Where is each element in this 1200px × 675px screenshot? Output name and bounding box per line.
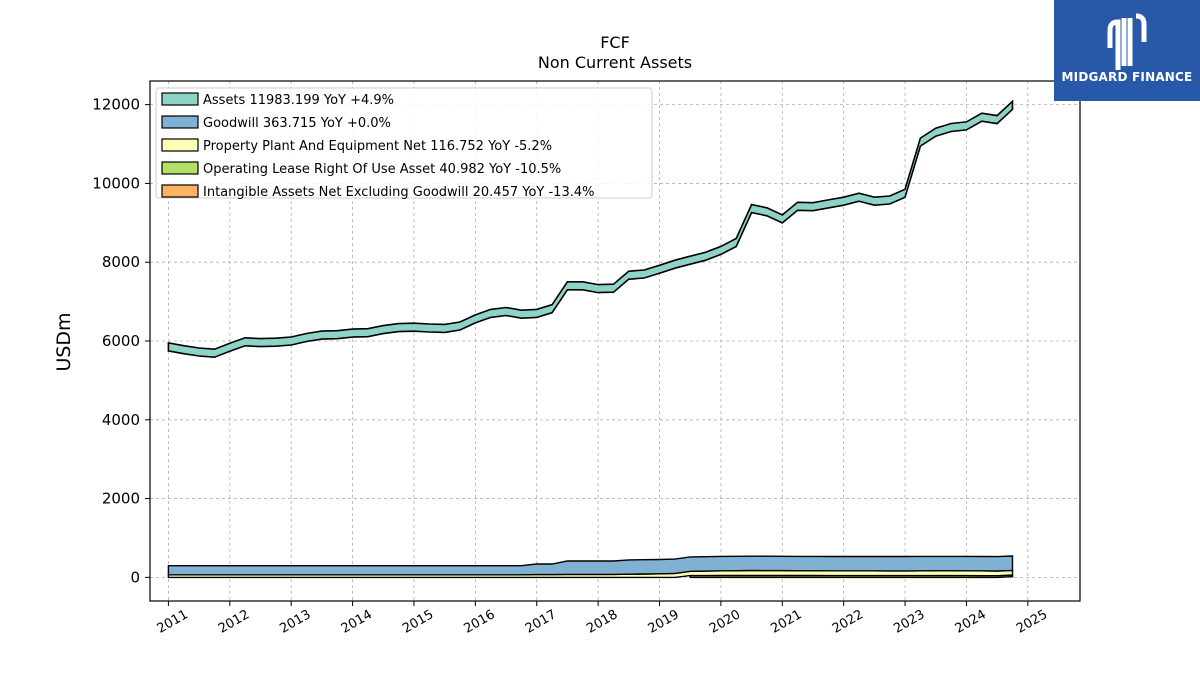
- x-tick-label: 2023: [891, 607, 927, 637]
- x-tick-label: 2019: [646, 607, 682, 637]
- x-tick-label: 2022: [830, 607, 866, 637]
- legend-swatch-goodwill: [161, 115, 199, 129]
- x-tick-label: 2020: [707, 607, 743, 637]
- legend-label-assets: Assets 11983.199 YoY +4.9%: [203, 93, 394, 108]
- y-tick-label: 8000: [102, 253, 140, 271]
- x-tick-label: 2015: [400, 607, 436, 637]
- x-tick-label: 2017: [523, 607, 559, 637]
- legend-swatch-operating-lease: [161, 161, 199, 175]
- legend: Assets 11983.199 YoY +4.9% Goodwill 363.7…: [155, 87, 653, 200]
- y-tick-label: 12000: [92, 96, 140, 114]
- y-tick-label: 0: [130, 568, 140, 586]
- legend-label-ppe: Property Plant And Equipment Net 116.752…: [203, 139, 552, 154]
- legend-label-intangibles: Intangible Assets Net Excluding Goodwill…: [203, 185, 594, 200]
- series-areas: [167, 99, 1014, 579]
- series-area-goodwill: [167, 555, 1014, 576]
- x-tick-label: 2011: [155, 607, 191, 637]
- grid: [150, 81, 1080, 601]
- x-tick-label: 2021: [768, 607, 804, 637]
- midgard-logo-icon: [1107, 13, 1147, 70]
- x-tick-label: 2025: [1014, 607, 1050, 637]
- midgard-finance-logo: MIDGARD FINANCE: [1054, 0, 1200, 101]
- legend-swatch-assets: [161, 92, 199, 106]
- y-tick-label: 6000: [102, 332, 140, 350]
- y-axis: 0 2000 4000 6000 8000 10000 12000: [92, 96, 150, 586]
- y-tick-label: 10000: [92, 174, 140, 192]
- y-tick-label: 4000: [102, 411, 140, 429]
- legend-box: [155, 87, 653, 199]
- chart-subtitle: Non Current Assets: [538, 53, 692, 72]
- legend-label-goodwill: Goodwill 363.715 YoY +0.0%: [203, 116, 391, 131]
- x-tick-label: 2013: [277, 607, 313, 637]
- x-tick-label: 2018: [584, 607, 620, 637]
- y-axis-label: USDm: [53, 312, 75, 371]
- x-axis: 2011 2012 2013 2014 2015 2016 2017 2018 2019 2020…: [155, 601, 1050, 637]
- title-group: FCF Non Current Assets: [538, 33, 692, 72]
- legend-label-operating-lease: Operating Lease Right Of Use Asset 40.98…: [203, 162, 561, 177]
- x-tick-label: 2012: [216, 607, 252, 637]
- x-tick-label: 2016: [462, 607, 498, 637]
- x-tick-label: 2024: [953, 607, 989, 637]
- x-tick-label: 2014: [339, 607, 375, 637]
- chart-title: FCF: [600, 33, 630, 52]
- logo-text: MIDGARD FINANCE: [1061, 70, 1193, 84]
- y-tick-label: 2000: [102, 490, 140, 508]
- series-area-assets: [167, 99, 1014, 359]
- legend-swatch-intangibles: [161, 184, 199, 198]
- legend-swatch-ppe: [161, 138, 199, 152]
